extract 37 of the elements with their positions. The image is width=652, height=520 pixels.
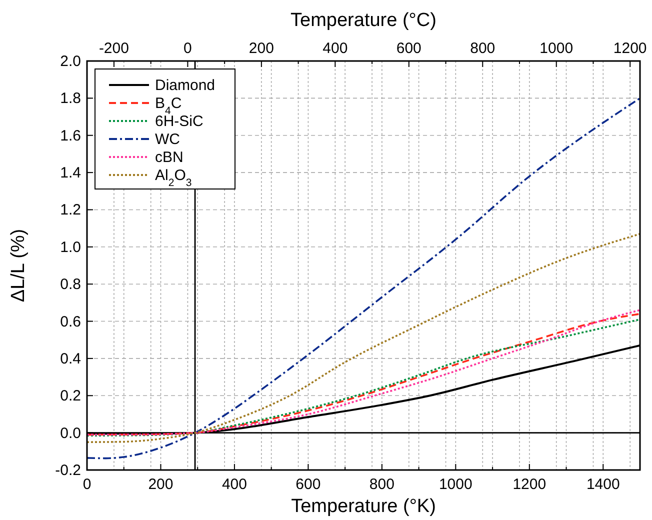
y-tick-label: 0.2 bbox=[60, 388, 81, 405]
x2-tick-label: 1200 bbox=[613, 40, 647, 57]
x2-axis-title: Temperature (°C) bbox=[290, 10, 436, 31]
x2-tick-label: 200 bbox=[248, 40, 274, 57]
y-tick-label: 2.0 bbox=[60, 53, 81, 70]
y-tick-label: 1.6 bbox=[60, 127, 81, 144]
y-tick-label: 0.4 bbox=[60, 350, 81, 368]
x-tick-label: 600 bbox=[296, 476, 321, 493]
y-tick-label: -0.2 bbox=[55, 462, 81, 479]
y-tick-label: 1.0 bbox=[60, 238, 81, 256]
x2-tick-label: 600 bbox=[396, 40, 422, 57]
line-series bbox=[86, 97, 641, 460]
legend-label: Al$_{2}$O$_{3}$ bbox=[155, 167, 192, 189]
y-tick-label: 1.8 bbox=[60, 90, 81, 108]
y-tick-label: 0.6 bbox=[60, 313, 81, 330]
x2-tick-label: 1000 bbox=[540, 40, 574, 57]
x-tick-label: 400 bbox=[222, 476, 247, 493]
legend-label: Diamond bbox=[155, 77, 216, 94]
x2-tick-label: 800 bbox=[470, 40, 496, 57]
x-tick-label: 1400 bbox=[586, 476, 620, 493]
x2-tick-label: -200 bbox=[98, 40, 129, 57]
x-tick-label: 800 bbox=[369, 476, 394, 493]
line-series bbox=[86, 232, 641, 444]
y-tick-label: 0.8 bbox=[60, 276, 81, 294]
x2-tick-label: 0 bbox=[184, 40, 192, 57]
x-axis-title: Temperature (°K) bbox=[291, 496, 436, 517]
x2-tick-label: 400 bbox=[322, 40, 348, 57]
x-tick-label: 0 bbox=[82, 476, 92, 493]
x-tick-label: 1000 bbox=[438, 476, 472, 493]
y-tick-label: 1.2 bbox=[60, 202, 81, 219]
legend-label: cBN bbox=[155, 149, 184, 166]
x-tick-label: 1200 bbox=[512, 476, 546, 493]
y-axis-title: ΔL/L (%) bbox=[8, 228, 29, 302]
y-tick-label: 0.0 bbox=[60, 424, 81, 442]
x-tick-label: 200 bbox=[148, 476, 174, 493]
y-tick-label: 1.4 bbox=[60, 164, 81, 182]
legend-label: WC bbox=[155, 131, 180, 148]
